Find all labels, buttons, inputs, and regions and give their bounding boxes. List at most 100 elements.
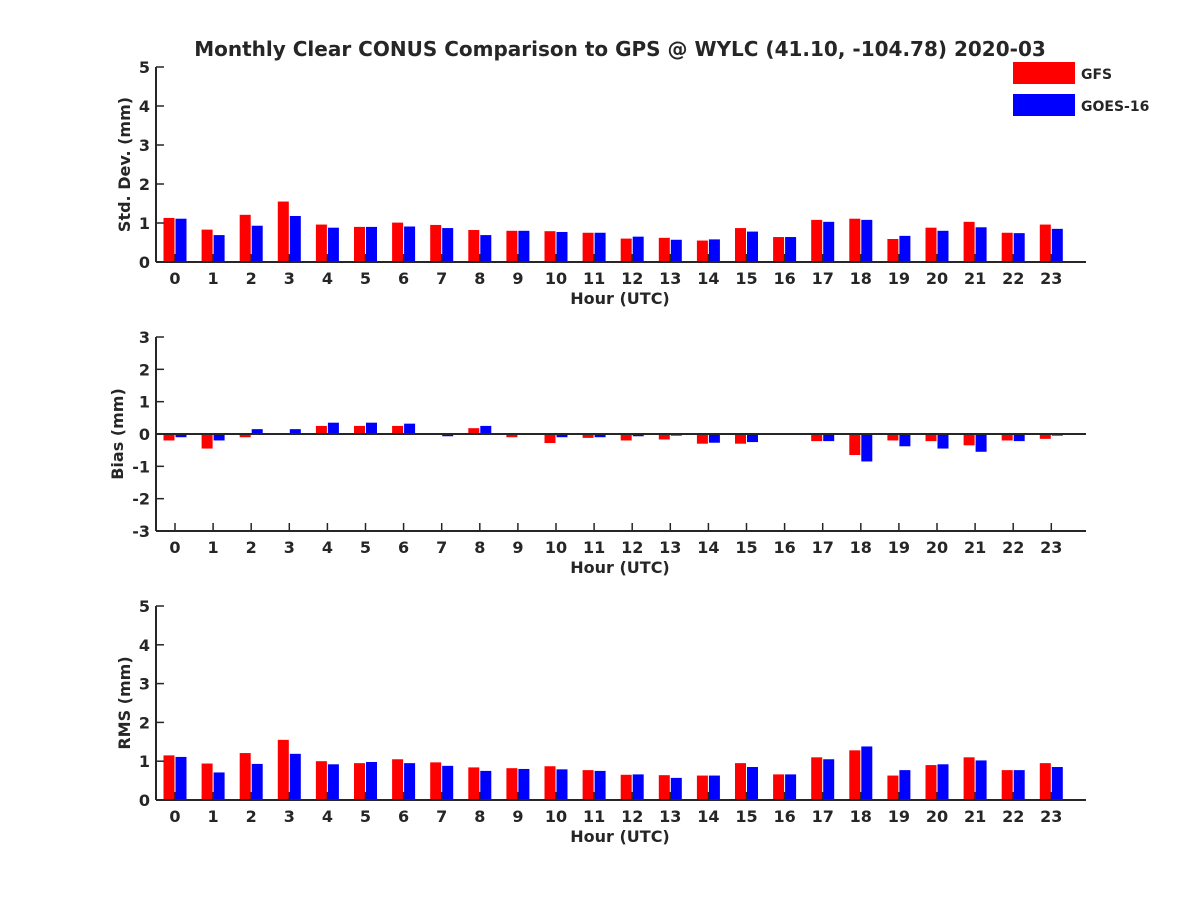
- bias-xtick-label-16: 16: [773, 538, 795, 557]
- rms-bar-goes16-0: [175, 756, 187, 800]
- stddev-bar-gfs-12: [620, 238, 632, 262]
- stddev-bar-gfs-5: [354, 226, 365, 262]
- rms-xtick-label-8: 8: [474, 807, 485, 826]
- stddev-bar-gfs-10: [544, 231, 556, 262]
- stddev-bar-goes16-18: [861, 219, 873, 262]
- rms-bar-gfs-3: [277, 739, 289, 800]
- stddev-bar-gfs-14: [696, 240, 708, 262]
- rms-bar-goes16-3: [289, 753, 301, 800]
- stddev-xtick-label-13: 13: [659, 269, 681, 288]
- stddev-xtick-label-10: 10: [545, 269, 567, 288]
- stddev-xtick-label-8: 8: [474, 269, 485, 288]
- bias-bar-goes16-21: [975, 434, 987, 452]
- stddev-xtick-label-1: 1: [208, 269, 219, 288]
- stddev-bar-goes16-22: [1013, 233, 1025, 262]
- bias-bar-goes16-20: [937, 434, 949, 449]
- rms-xtick-label-4: 4: [322, 807, 333, 826]
- bias-bar-goes16-19: [899, 434, 911, 447]
- bias-xtick-label-15: 15: [735, 538, 757, 557]
- bias-bar-goes16-15: [747, 434, 758, 443]
- stddev-bar-goes16-16: [785, 237, 797, 262]
- rms-bar-gfs-18: [849, 750, 861, 800]
- rms-bar-goes16-14: [708, 775, 720, 800]
- bias-xtick-label-13: 13: [659, 538, 681, 557]
- stddev-bar-gfs-6: [392, 222, 404, 262]
- bias-xtick-label-21: 21: [964, 538, 986, 557]
- legend: GFS GOES-16: [1013, 62, 1149, 116]
- bias-bar-goes16-4: [327, 422, 339, 434]
- stddev-xtick-label-23: 23: [1040, 269, 1062, 288]
- stddev-bar-goes16-23: [1051, 228, 1063, 262]
- stddev-bar-gfs-3: [277, 201, 289, 262]
- rms-ytick-label-0: 0: [139, 791, 150, 810]
- stddev-xtick-label-0: 0: [169, 269, 180, 288]
- rms-xtick-label-14: 14: [697, 807, 719, 826]
- rms-bar-gfs-5: [354, 763, 365, 800]
- rms-bar-gfs-13: [658, 775, 670, 800]
- bias-ytick-label-0: 0: [139, 425, 150, 444]
- rms-xtick-label-17: 17: [812, 807, 834, 826]
- stddev-xtick-label-7: 7: [436, 269, 447, 288]
- rms-xtick-label-18: 18: [850, 807, 872, 826]
- bias-y-label: Bias (mm): [108, 388, 127, 480]
- stddev-bar-goes16-21: [975, 227, 987, 262]
- stddev-ytick-label-1: 1: [139, 214, 150, 233]
- bias-xtick-label-6: 6: [398, 538, 409, 557]
- bias-xtick-label-19: 19: [888, 538, 910, 557]
- stddev-bar-goes16-17: [823, 221, 835, 262]
- stddev-bar-goes16-12: [632, 236, 644, 262]
- chart-title: Monthly Clear CONUS Comparison to GPS @ …: [194, 37, 1046, 61]
- bias-xtick-label-9: 9: [512, 538, 523, 557]
- rms-bar-gfs-19: [887, 775, 899, 800]
- rms-bar-gfs-21: [963, 757, 975, 800]
- rms-y-label: RMS (mm): [115, 656, 134, 749]
- bias-bar-goes16-6: [404, 423, 416, 434]
- rms-xtick-label-0: 0: [169, 807, 180, 826]
- bias-bar-gfs-8: [468, 428, 480, 434]
- rms-xtick-label-5: 5: [360, 807, 371, 826]
- stddev-xtick-label-21: 21: [964, 269, 986, 288]
- bias-xtick-label-12: 12: [621, 538, 643, 557]
- bias-bar-gfs-20: [925, 434, 937, 442]
- stddev-xtick-label-18: 18: [850, 269, 872, 288]
- rms-bar-goes16-7: [442, 765, 454, 800]
- bias-bar-gfs-0: [163, 434, 175, 441]
- rms-bar-gfs-17: [811, 757, 823, 800]
- rms-bar-goes16-22: [1013, 770, 1025, 800]
- rms-bar-goes16-18: [861, 746, 873, 800]
- stddev-xtick-label-9: 9: [512, 269, 523, 288]
- stddev-bar-goes16-8: [480, 235, 492, 262]
- rms-bar-goes16-15: [747, 767, 758, 800]
- rms-bar-goes16-10: [556, 769, 568, 800]
- bias-xtick-label-0: 0: [169, 538, 180, 557]
- stddev-bar-goes16-5: [366, 226, 377, 262]
- rms-bar-gfs-7: [430, 762, 442, 800]
- rms-xtick-label-13: 13: [659, 807, 681, 826]
- bias-bar-gfs-15: [735, 434, 746, 444]
- rms-xtick-label-7: 7: [436, 807, 447, 826]
- rms-bar-gfs-6: [392, 759, 404, 800]
- bias-xtick-label-1: 1: [208, 538, 219, 557]
- rms-bar-goes16-1: [213, 772, 225, 800]
- rms-bar-goes16-2: [251, 763, 263, 800]
- rms-ytick-label-5: 5: [139, 597, 150, 616]
- rms-bar-gfs-8: [468, 767, 480, 800]
- bias-bar-gfs-19: [887, 434, 899, 441]
- rms-xtick-label-2: 2: [246, 807, 257, 826]
- stddev-xtick-label-3: 3: [284, 269, 295, 288]
- stddev-bar-goes16-10: [556, 231, 568, 262]
- stddev-bar-goes16-3: [289, 215, 301, 262]
- bias-bar-gfs-23: [1039, 434, 1051, 439]
- bias-xtick-label-2: 2: [246, 538, 257, 557]
- rms-bar-gfs-14: [696, 775, 708, 800]
- stddev-bar-goes16-1: [213, 235, 225, 262]
- stddev-ytick-label-3: 3: [139, 136, 150, 155]
- stddev-bar-goes16-11: [594, 232, 606, 262]
- bias-bar-gfs-2: [239, 434, 251, 438]
- rms-ytick-label-4: 4: [139, 636, 150, 655]
- bias-xtick-label-17: 17: [812, 538, 834, 557]
- bias-bar-goes16-22: [1013, 434, 1025, 442]
